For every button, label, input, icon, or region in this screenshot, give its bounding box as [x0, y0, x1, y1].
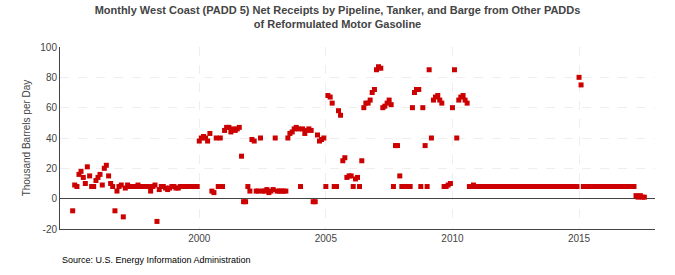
svg-text:2000: 2000: [188, 233, 211, 244]
svg-text:80: 80: [46, 72, 58, 83]
svg-text:Monthly West Coast (PADD 5) Ne: Monthly West Coast (PADD 5) Net Receipts…: [95, 4, 581, 30]
svg-text:60: 60: [46, 102, 58, 113]
svg-text:2005: 2005: [315, 233, 338, 244]
svg-text:0: 0: [51, 193, 57, 204]
svg-text:Source: U.S. Energy Informatio: Source: U.S. Energy Information Administ…: [62, 255, 251, 265]
svg-text:2015: 2015: [568, 233, 591, 244]
svg-text:-20: -20: [43, 224, 58, 235]
svg-text:Thousand Barrels per Day: Thousand Barrels per Day: [21, 80, 32, 197]
svg-text:20: 20: [46, 163, 58, 174]
svg-text:40: 40: [46, 133, 58, 144]
svg-text:100: 100: [40, 42, 57, 53]
svg-text:2010: 2010: [441, 233, 464, 244]
